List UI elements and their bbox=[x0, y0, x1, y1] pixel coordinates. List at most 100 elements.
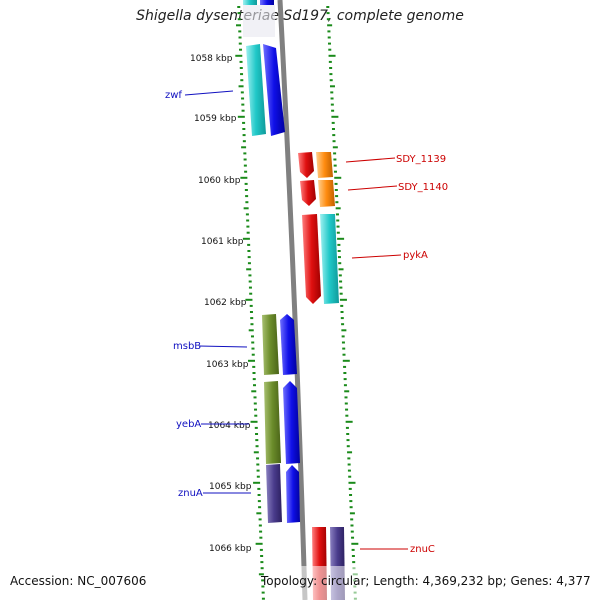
scale-tick bbox=[254, 426, 258, 429]
scale-tick bbox=[247, 250, 251, 252]
scale-tick bbox=[326, 18, 330, 21]
scale-label-1062: 1062 kbp bbox=[204, 298, 247, 308]
scale-tick bbox=[348, 475, 352, 478]
scale-tick bbox=[350, 518, 354, 521]
scale-tick bbox=[243, 152, 247, 155]
scale-tick bbox=[345, 414, 349, 417]
scale-tick bbox=[261, 597, 265, 600]
scale-tick bbox=[347, 451, 353, 454]
scale-label-1066: 1066 kbp bbox=[209, 544, 252, 554]
scale-tick bbox=[333, 170, 337, 173]
scale-tick bbox=[244, 189, 248, 191]
scale-tick bbox=[336, 231, 340, 234]
scale-label-1059: 1059 kbp bbox=[194, 114, 237, 124]
gene-pykA-red bbox=[302, 214, 321, 304]
scale-tick bbox=[259, 530, 263, 533]
label-line-pykA bbox=[351, 254, 402, 259]
gene-top-cyan bbox=[243, 0, 257, 5]
scale-tick bbox=[256, 469, 260, 472]
gene-sdy1140-orange bbox=[318, 180, 335, 207]
scale-tick bbox=[261, 585, 265, 588]
scale-tick bbox=[258, 506, 262, 509]
scale-tick bbox=[238, 85, 244, 88]
gene-pykA-cyan bbox=[320, 214, 339, 304]
scale-tick bbox=[342, 353, 346, 356]
scale-tick bbox=[243, 207, 249, 210]
scale-ticks-right bbox=[326, 6, 359, 600]
scale-tick bbox=[351, 548, 355, 551]
scale-tick bbox=[349, 512, 355, 515]
scale-tick bbox=[237, 6, 241, 8]
scale-tick bbox=[351, 536, 355, 539]
scale-tick bbox=[256, 463, 260, 466]
scale-tick bbox=[338, 274, 342, 277]
scale-tick bbox=[240, 91, 244, 94]
scale-tick bbox=[256, 512, 262, 515]
scale-tick bbox=[344, 396, 348, 399]
scale-tick bbox=[240, 73, 244, 76]
scale-tick bbox=[253, 451, 259, 454]
scale-tick bbox=[242, 128, 246, 130]
label-line-zwf bbox=[184, 90, 234, 96]
scale-tick bbox=[241, 146, 247, 149]
scale-tick bbox=[238, 42, 242, 45]
scale-tick bbox=[345, 408, 349, 411]
scale-tick bbox=[342, 359, 350, 362]
scale-tick bbox=[334, 189, 338, 191]
scale-tick bbox=[259, 548, 263, 551]
scale-tick bbox=[239, 60, 243, 63]
scale-tick bbox=[256, 475, 260, 478]
scale-tick bbox=[245, 213, 249, 216]
scale-tick bbox=[257, 487, 261, 490]
gene-yebA-olive bbox=[264, 381, 281, 464]
scale-tick bbox=[349, 506, 353, 509]
scale-tick bbox=[345, 420, 353, 423]
scale-tick bbox=[351, 555, 355, 557]
scale-tick bbox=[241, 103, 245, 106]
scale-tick bbox=[344, 390, 350, 393]
gene-znuA-navy bbox=[266, 464, 282, 523]
scale-tick bbox=[246, 231, 250, 234]
scale-tick bbox=[247, 243, 251, 246]
scale-ticks-left bbox=[235, 6, 265, 600]
scale-tick bbox=[328, 54, 336, 57]
scale-tick bbox=[238, 36, 242, 39]
scale-tick bbox=[261, 579, 265, 582]
scale-tick bbox=[244, 182, 248, 185]
scale-tick bbox=[331, 109, 335, 112]
scale-tick bbox=[241, 109, 245, 112]
scale-tick bbox=[347, 463, 351, 466]
gene-top-mask bbox=[243, 5, 275, 37]
scale-tick bbox=[254, 414, 258, 417]
scale-tick bbox=[329, 79, 333, 82]
scale-label-1060: 1060 kbp bbox=[198, 176, 241, 186]
genome-title: Shigella dysenteriae Sd197, complete gen… bbox=[136, 8, 464, 24]
scale-tick bbox=[244, 170, 248, 173]
scale-tick bbox=[340, 317, 344, 320]
gene-zwf-blue bbox=[263, 44, 285, 136]
scale-tick bbox=[332, 134, 336, 137]
gene-label-msbB: msbB bbox=[173, 341, 201, 352]
scale-tick bbox=[342, 347, 346, 350]
scale-tick bbox=[339, 280, 343, 283]
scale-tick bbox=[251, 341, 255, 344]
scale-tick bbox=[242, 237, 250, 240]
gene-sdy1139-orange bbox=[316, 152, 333, 178]
scale-tick bbox=[352, 561, 356, 564]
gene-top-blue bbox=[260, 0, 274, 5]
label-line-sdy1139 bbox=[345, 157, 396, 163]
scale-tick bbox=[338, 262, 342, 265]
scale-tick bbox=[253, 402, 257, 405]
scale-tick bbox=[327, 24, 333, 27]
scale-tick bbox=[343, 372, 347, 374]
scale-tick bbox=[339, 298, 347, 301]
scale-tick bbox=[239, 67, 243, 69]
accession-text: Accession: NC_007606 bbox=[10, 574, 147, 588]
gene-sdy1140-red bbox=[300, 180, 316, 206]
scale-tick bbox=[254, 408, 258, 411]
scale-tick bbox=[341, 323, 345, 326]
scale-tick bbox=[337, 256, 341, 259]
scale-tick bbox=[249, 304, 253, 307]
scale-tick bbox=[328, 48, 332, 51]
